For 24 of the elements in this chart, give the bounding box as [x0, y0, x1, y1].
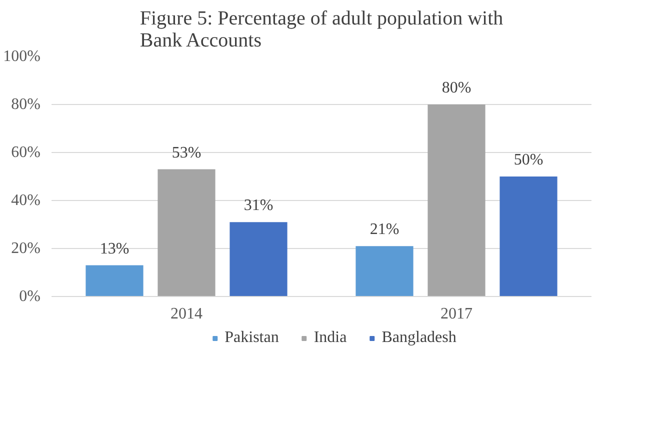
- bar: [500, 176, 558, 296]
- y-tick-label: 20%: [11, 240, 40, 257]
- data-label: 53%: [172, 144, 202, 162]
- data-label: 21%: [370, 221, 400, 238]
- legend-label: Pakistan: [224, 329, 279, 347]
- bar: [158, 169, 216, 296]
- y-tick-label: 40%: [11, 192, 40, 209]
- legend-label: India: [314, 329, 347, 347]
- chart-title: Figure 5: Percentage of adult population with Bank Accounts: [140, 8, 504, 52]
- bar: [230, 222, 288, 296]
- y-tick-label: 0%: [19, 288, 40, 305]
- data-label: 50%: [514, 152, 544, 168]
- data-label: 80%: [442, 80, 472, 96]
- data-label: 13%: [100, 240, 130, 258]
- data-label: 31%: [244, 197, 274, 214]
- bar: [86, 265, 144, 296]
- bar: [356, 246, 414, 296]
- y-tick-label: 100%: [3, 48, 40, 65]
- y-tick-label: 80%: [11, 96, 40, 113]
- legend-label: Bangladesh: [382, 329, 456, 347]
- x-tick-label: 2017: [440, 306, 472, 322]
- y-tick-label: 60%: [11, 144, 40, 161]
- x-tick-label: 2014: [170, 306, 202, 322]
- bar: [428, 104, 486, 296]
